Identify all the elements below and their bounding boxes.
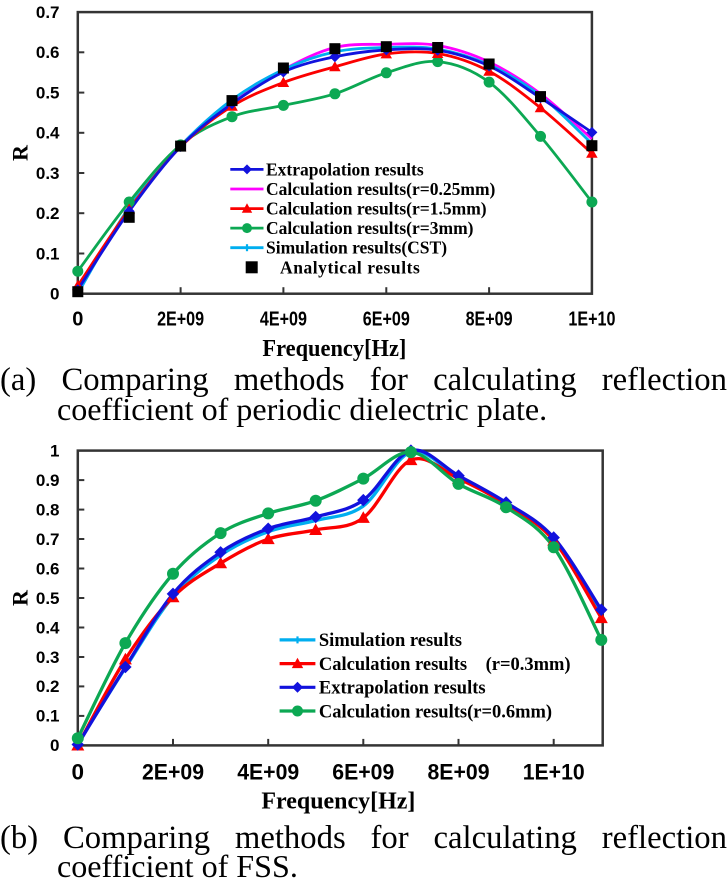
- svg-text:0.1: 0.1: [36, 707, 60, 726]
- svg-text:6E+09: 6E+09: [332, 760, 394, 785]
- svg-text:Frequency[Hz]: Frequency[Hz]: [261, 788, 415, 815]
- svg-text:0.9: 0.9: [36, 471, 60, 490]
- svg-text:0: 0: [72, 309, 83, 331]
- svg-text:4E+09: 4E+09: [237, 760, 299, 785]
- svg-text:Frequency[Hz]: Frequency[Hz]: [262, 336, 406, 362]
- svg-text:R: R: [8, 144, 33, 161]
- svg-text:2E+09: 2E+09: [142, 760, 204, 785]
- svg-text:Analytical results: Analytical results: [280, 257, 420, 277]
- svg-text:0.1: 0.1: [36, 244, 60, 263]
- svg-text:0.2: 0.2: [36, 204, 60, 223]
- svg-text:0.7: 0.7: [36, 530, 60, 549]
- svg-text:0.3: 0.3: [36, 164, 60, 183]
- svg-text:1E+10: 1E+10: [568, 309, 615, 331]
- svg-text:0: 0: [50, 736, 59, 755]
- svg-text:0.6: 0.6: [36, 559, 60, 578]
- svg-text:4E+09: 4E+09: [260, 309, 307, 331]
- svg-text:0.4: 0.4: [36, 618, 60, 637]
- svg-text:Extrapolation results: Extrapolation results: [266, 159, 424, 179]
- svg-text:8E+09: 8E+09: [428, 760, 490, 785]
- svg-text:8E+09: 8E+09: [466, 309, 513, 331]
- svg-text:0.4: 0.4: [36, 124, 60, 143]
- svg-text:Extrapolation results: Extrapolation results: [319, 679, 486, 699]
- svg-text:Calculation results(r=0.25mm): Calculation results(r=0.25mm): [266, 179, 496, 199]
- svg-text:Calculation results(r=3mm): Calculation results(r=3mm): [266, 218, 474, 238]
- svg-text:0.2: 0.2: [36, 677, 60, 696]
- svg-text:Simulation results(CST): Simulation results(CST): [266, 238, 447, 258]
- svg-text:R: R: [8, 589, 33, 606]
- svg-text:0.5: 0.5: [36, 589, 60, 608]
- svg-text:6E+09: 6E+09: [363, 309, 410, 331]
- svg-text:Calculation results (r=0.3mm): Calculation results (r=0.3mm): [319, 655, 571, 675]
- svg-text:Simulation results: Simulation results: [319, 631, 462, 651]
- svg-text:0.7: 0.7: [36, 3, 60, 22]
- svg-text:Calculation results(r=1.5mm): Calculation results(r=1.5mm): [266, 199, 487, 219]
- svg-text:1: 1: [50, 441, 59, 460]
- svg-text:0.3: 0.3: [36, 648, 60, 667]
- svg-text:Calculation results(r=0.6mm): Calculation results(r=0.6mm): [319, 702, 552, 722]
- svg-text:2E+09: 2E+09: [157, 309, 204, 331]
- svg-text:0.6: 0.6: [36, 43, 60, 62]
- svg-text:0: 0: [72, 760, 85, 785]
- svg-text:1E+10: 1E+10: [523, 760, 585, 785]
- svg-text:0: 0: [50, 285, 59, 304]
- svg-text:0.8: 0.8: [36, 500, 60, 519]
- svg-text:0.5: 0.5: [36, 83, 60, 102]
